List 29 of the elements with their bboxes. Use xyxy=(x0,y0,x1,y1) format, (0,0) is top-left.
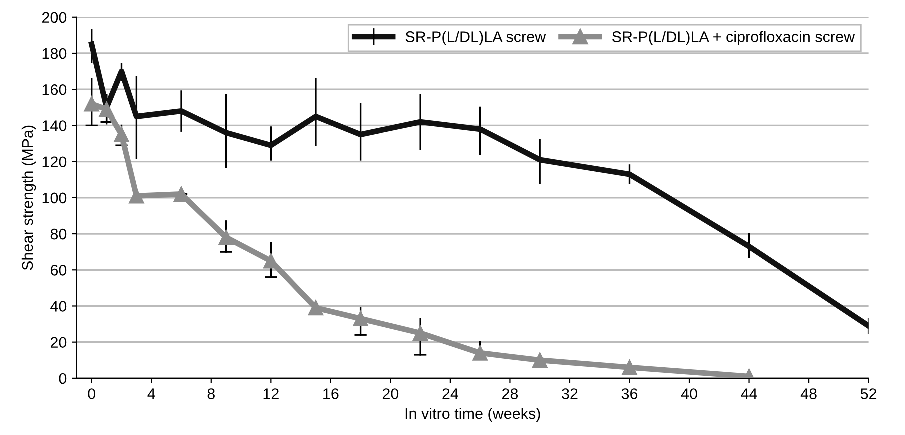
x-tick-label: 52 xyxy=(860,388,877,400)
x-tick-label: 28 xyxy=(502,388,518,400)
x-tick-label: 8 xyxy=(208,388,215,400)
x-tick-label: 36 xyxy=(622,388,638,400)
y-tick-label: 160 xyxy=(42,84,67,96)
x-tick-label: 32 xyxy=(562,388,578,400)
y-tick-label: 60 xyxy=(50,265,67,276)
legend-label: SR-P(L/DL)LA screw xyxy=(406,31,546,46)
y-tick-label: 0 xyxy=(59,373,67,384)
legend-label: SR-P(L/DL)LA + ciprofloxacin screw xyxy=(612,31,856,46)
y-tick-label: 40 xyxy=(50,301,67,312)
x-tick-label: 0 xyxy=(88,388,96,400)
y-tick-label: 120 xyxy=(42,156,67,168)
y-tick-label: 180 xyxy=(42,48,67,60)
y-tick-label: 80 xyxy=(50,228,67,240)
x-tick-label: 12 xyxy=(264,388,279,400)
y-tick-label: 200 xyxy=(42,12,67,24)
x-axis-title: In vitro time (weeks) xyxy=(406,408,540,422)
x-tick-label: 20 xyxy=(382,388,399,400)
x-tick-label: 44 xyxy=(741,388,758,400)
x-tick-label: 48 xyxy=(800,388,817,400)
x-tick-label: 4 xyxy=(148,388,156,400)
y-tick-label: 20 xyxy=(50,337,67,348)
y-tick-label: 100 xyxy=(42,192,67,204)
x-tick-label: 24 xyxy=(442,388,458,400)
x-tick-label: 40 xyxy=(681,388,698,400)
y-axis-title: Shear strength (MPa) xyxy=(22,126,36,270)
x-tick-label: 16 xyxy=(324,388,339,400)
y-tick-label: 140 xyxy=(42,120,67,132)
